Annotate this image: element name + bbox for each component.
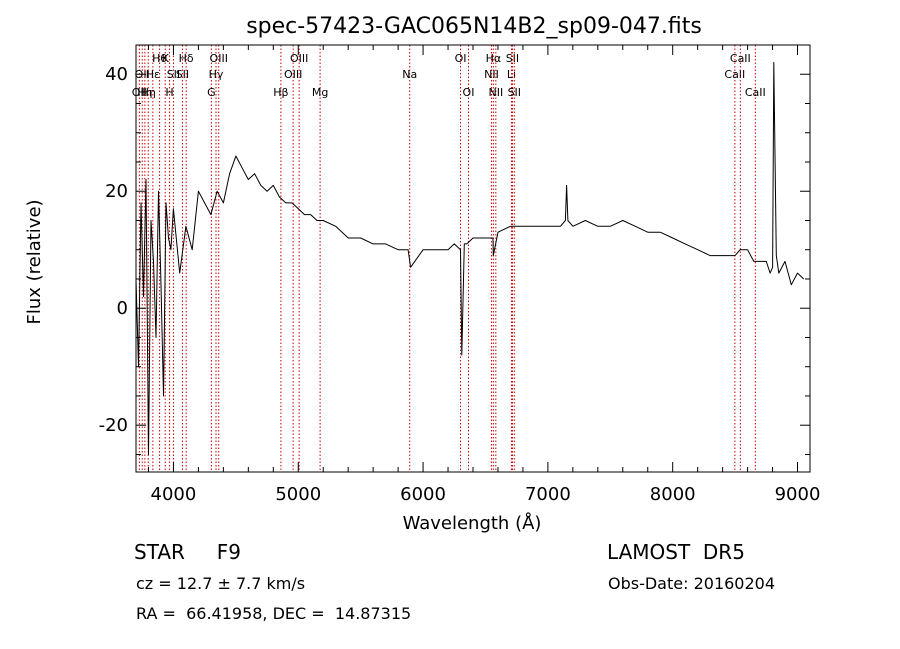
spectral-line-label-27: CaII	[724, 68, 745, 81]
redshift-label: cz = 12.7 ± 7.7 km/s	[136, 574, 306, 593]
x-tick-label-4: 8000	[650, 484, 696, 505]
spectral-line-label-28: CaII	[730, 52, 751, 65]
spectral-line-label-3: Hη	[141, 86, 156, 99]
spectral-line-label-15: OIII	[284, 68, 302, 81]
classification-label: STAR F9	[134, 540, 241, 564]
plot-frame	[135, 44, 811, 473]
y-tick-label-3: 40	[105, 64, 128, 85]
spectrum-line-0	[135, 62, 805, 455]
spectrum-series	[135, 62, 805, 455]
y-tick-label-1: 0	[117, 298, 128, 319]
x-tick-label-2: 6000	[400, 484, 446, 505]
spectral-line-label-10: Hδ	[179, 52, 194, 65]
y-tick-label-2: 20	[105, 181, 128, 202]
spectral-line-label-12: Hγ	[209, 68, 224, 81]
spectral-line-label-22: Hα	[486, 52, 502, 65]
spectral-line-label-21: NII	[484, 68, 499, 81]
spectral-line-label-9: SII	[176, 68, 189, 81]
x-tick-label-3: 7000	[525, 484, 571, 505]
spectral-line-label-16: OIII	[290, 52, 308, 65]
spectral-line-label-4: Hε	[146, 68, 160, 81]
spectral-line-label-5: Hθ	[152, 52, 167, 65]
spectral-line-label-2: Hη	[137, 86, 152, 99]
spectral-line-label-19: OI	[455, 52, 467, 65]
spectral-line-label-29: CaII	[745, 86, 766, 99]
spectral-line-markers: OIIOIIHηHηHεHθKHSIISIIHδGHγOIIIHβOIIIOII…	[132, 45, 766, 472]
axes: 4000 5000 6000 7000 8000 9000 -20 0 20 40	[99, 44, 821, 505]
x-tick-label-5: 9000	[775, 484, 821, 505]
spectral-line-label-24: Li	[507, 68, 516, 81]
y-axis-label: Flux (relative)	[24, 199, 45, 324]
spectral-line-label-25: SII	[506, 52, 519, 65]
spectral-line-label-26: SII	[508, 86, 521, 99]
chart-title: spec-57423-GAC065N14B2_sp09-047.fits	[246, 14, 702, 39]
spectral-line-label-11: G	[207, 86, 216, 99]
survey-label: LAMOST DR5	[607, 540, 745, 564]
obs-date-label: Obs-Date: 20160204	[608, 574, 776, 593]
spectral-line-label-14: Hβ	[273, 86, 288, 99]
x-tick-label-0: 4000	[151, 484, 197, 505]
spectral-line-label-7: H	[165, 86, 173, 99]
spectral-line-label-17: Mg	[312, 86, 328, 99]
spectral-line-label-20: OI	[463, 86, 475, 99]
spectral-line-label-23: NII	[488, 86, 503, 99]
spectral-line-label-8: SII	[167, 68, 180, 81]
spectral-line-label-18: Na	[402, 68, 417, 81]
y-tick-label-0: -20	[99, 415, 128, 436]
spectral-line-label-6: K	[162, 52, 170, 65]
x-axis-label: Wavelength (Å)	[403, 512, 542, 534]
coordinates-label: RA = 66.41958, DEC = 14.87315	[136, 604, 412, 623]
spectral-line-label-13: OIII	[210, 52, 228, 65]
x-tick-label-1: 5000	[275, 484, 321, 505]
